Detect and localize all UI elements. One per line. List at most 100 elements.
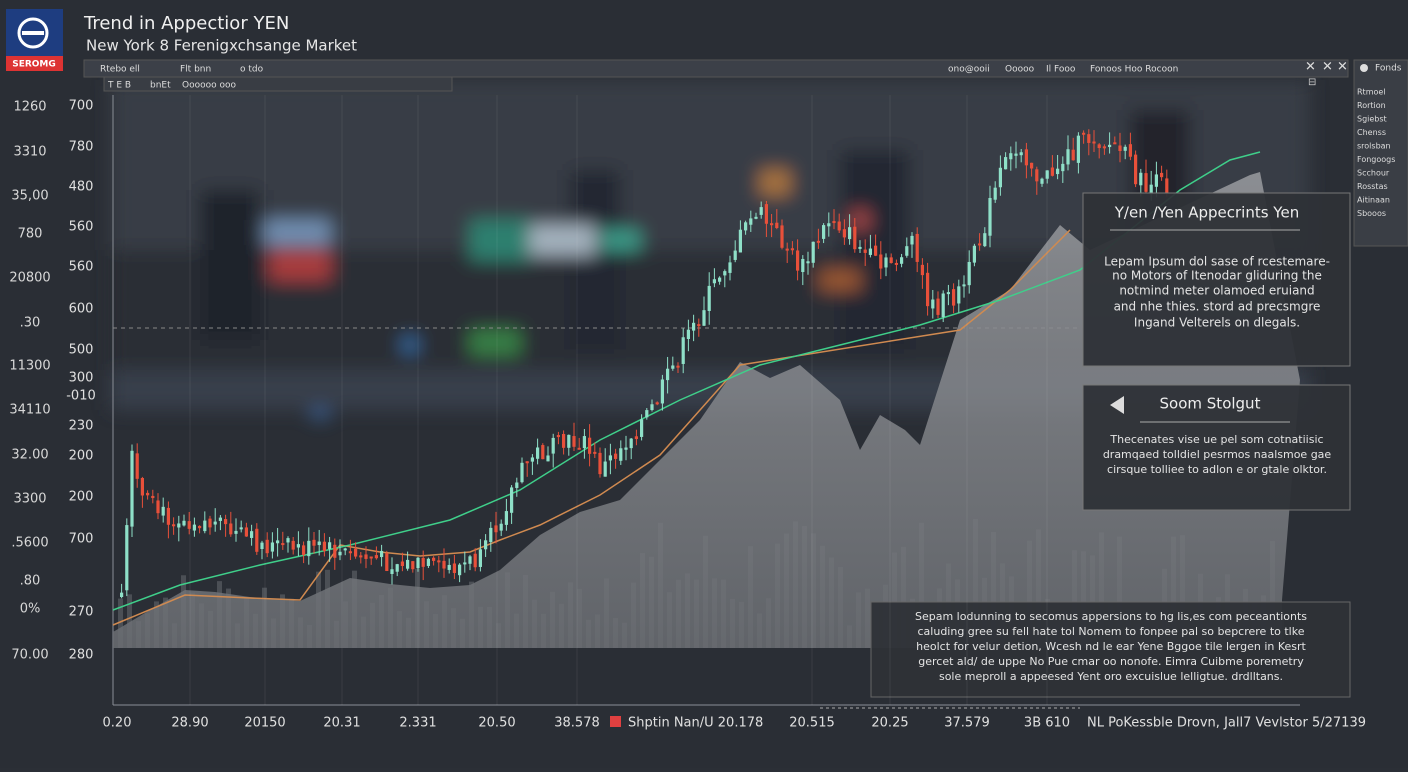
- candle-body: [692, 322, 696, 331]
- candle-body: [447, 564, 451, 570]
- tab[interactable]: Oooooo ooo: [182, 81, 236, 91]
- candle-body: [1134, 154, 1138, 185]
- candle-body: [1144, 173, 1148, 192]
- candle-body: [796, 250, 800, 271]
- x-axis-label: 2.331: [399, 716, 436, 731]
- candle-body: [442, 560, 446, 569]
- candle-body: [312, 539, 316, 546]
- candle-body: [645, 410, 649, 418]
- y-axis-label: 200: [69, 449, 94, 464]
- sidebar-item[interactable]: Sgiebst: [1357, 115, 1387, 124]
- candle-body: [307, 540, 311, 557]
- toolbar-item[interactable]: Flt bnn: [180, 65, 211, 75]
- candle-body: [250, 531, 254, 538]
- candle-body: [140, 477, 144, 496]
- candle-body: [208, 518, 212, 528]
- candle-body: [484, 540, 488, 550]
- logo-icon: [17, 17, 49, 49]
- candle-body: [593, 451, 597, 454]
- candle-body: [354, 548, 358, 557]
- candle-body: [463, 562, 467, 565]
- toolbar-item[interactable]: Fonoos Hoo Rocoon: [1090, 65, 1178, 75]
- candle-body: [686, 329, 690, 339]
- candle-body: [827, 223, 831, 227]
- sidebar-item[interactable]: Chenss: [1357, 128, 1386, 137]
- y-axis-label: 700: [69, 99, 94, 114]
- candle-body: [582, 436, 586, 449]
- close-button[interactable]: ✕: [1337, 60, 1348, 75]
- candle-body: [255, 528, 259, 552]
- candle-body: [588, 437, 592, 454]
- candle-body: [1092, 141, 1096, 144]
- candle-body: [338, 551, 342, 556]
- sidebar-item[interactable]: Scchour: [1357, 169, 1390, 178]
- toolbar-item[interactable]: Rtebo ell: [100, 65, 140, 75]
- candle-body: [650, 404, 654, 411]
- candle-body: [265, 539, 269, 554]
- candle-body: [790, 248, 794, 251]
- candle-body: [562, 433, 566, 448]
- candle-body: [707, 285, 711, 311]
- candle-body: [842, 229, 846, 238]
- candle-body: [322, 541, 326, 552]
- sidebar-item[interactable]: Rosstas: [1357, 182, 1388, 191]
- candle-body: [738, 229, 742, 253]
- candle-body: [728, 262, 732, 273]
- sidebar-item[interactable]: Fongoogs: [1357, 155, 1395, 164]
- y-axis-label: 280: [69, 648, 94, 663]
- y-axis-label: 700: [69, 532, 94, 547]
- candle-body: [390, 569, 394, 574]
- candle-body: [411, 561, 415, 570]
- candle-body: [166, 507, 170, 525]
- candle-body: [333, 544, 337, 558]
- candle-body: [567, 434, 571, 448]
- close-button[interactable]: ✕: [1322, 60, 1333, 75]
- panel-title: Soom Stolgut: [1160, 395, 1261, 413]
- candle-body: [385, 553, 389, 572]
- candle-body: [1019, 152, 1023, 156]
- candle-body: [744, 222, 748, 231]
- sidebar-item[interactable]: Rtmoel: [1357, 88, 1386, 97]
- candle-body: [785, 248, 789, 251]
- arrow-icon[interactable]: [1110, 396, 1124, 414]
- candle-body: [380, 550, 384, 558]
- outer-axis-label: 32.00: [11, 448, 48, 463]
- toolbar-item[interactable]: Ooooo: [1005, 65, 1035, 75]
- sidebar-item[interactable]: Aitinaan: [1357, 196, 1390, 205]
- outer-axis-label: 11300: [9, 359, 50, 374]
- candle-body: [660, 379, 664, 404]
- candle-body: [343, 548, 347, 551]
- outer-axis-label: 34110: [9, 403, 50, 418]
- sidebar-item[interactable]: srolsban: [1357, 142, 1391, 151]
- sidebar-item[interactable]: Rortion: [1357, 101, 1386, 110]
- candle-body: [993, 187, 997, 200]
- candle-body: [348, 551, 352, 554]
- candle-body: [1128, 144, 1132, 157]
- y-axis-label: 270: [69, 605, 94, 620]
- candle-body: [499, 523, 503, 531]
- candle-body: [957, 286, 961, 304]
- minimize-button[interactable]: ⊟: [1308, 77, 1316, 88]
- candle-body: [556, 435, 560, 438]
- toolbar-item[interactable]: ono@ooii: [948, 65, 990, 75]
- candle-body: [889, 257, 893, 263]
- panel-text: gercet ald/ de uppe No Pue cmar oo nonof…: [918, 655, 1304, 668]
- candle-body: [125, 525, 129, 591]
- candle-body: [192, 524, 196, 531]
- candle-body: [1014, 153, 1018, 156]
- candle-body: [1113, 142, 1117, 145]
- candle-body: [936, 298, 940, 315]
- close-button[interactable]: ✕: [1305, 60, 1316, 75]
- candle-body: [884, 257, 888, 268]
- toolbar-item[interactable]: o tdo: [240, 65, 264, 75]
- candle-body: [359, 555, 363, 558]
- sidebar-item[interactable]: Sbooos: [1357, 209, 1386, 218]
- tab[interactable]: bnEt: [150, 81, 171, 91]
- toolbar-item[interactable]: Il Fooo: [1046, 65, 1076, 75]
- tab[interactable]: T E B: [107, 81, 131, 91]
- candle-body: [634, 436, 638, 440]
- logo-text: SEROMG: [12, 60, 56, 70]
- candle-body: [811, 241, 815, 263]
- candle-body: [400, 561, 404, 567]
